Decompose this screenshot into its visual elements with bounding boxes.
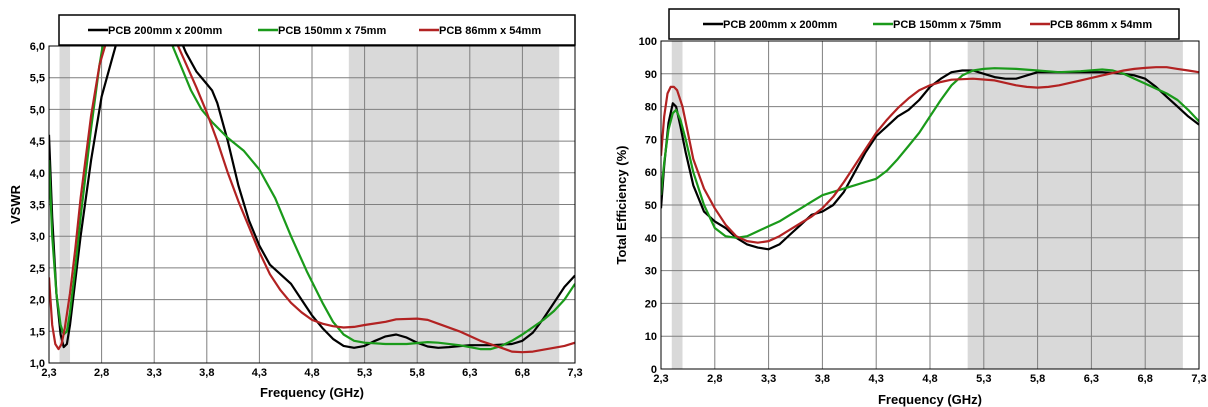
series-line-2 bbox=[49, 46, 575, 354]
efficiency-chart: 2,3 2,8 3,3 3,8 4,3 4,8 5,3 5,8 6,3 6,8 7,3 0 10 20 30… bbox=[614, 8, 1207, 407]
legend-entry-1: PCB 150mm x 75mm bbox=[278, 25, 386, 37]
legend-entry-2: PCB 86mm x 54mm bbox=[1050, 19, 1152, 31]
y-tick-label: 6,0 bbox=[30, 41, 45, 53]
y-tick-label: 60 bbox=[645, 167, 657, 179]
legend-box bbox=[58, 14, 576, 46]
x-tick-label: 6,8 bbox=[1138, 373, 1153, 385]
vswr-chart: 2,3 2,8 3,3 3,8 4,3 4,8 5,3 5,8 6,3 6,8 7,3 1,0 1,5 2… bbox=[8, 14, 583, 400]
y-tick-label: 80 bbox=[645, 102, 657, 114]
x-tick-label: 6,8 bbox=[515, 367, 530, 379]
y-tick-label: 2,5 bbox=[30, 263, 45, 275]
x-tick-label: 5,3 bbox=[976, 373, 991, 385]
x-tick-label: 2,3 bbox=[41, 367, 56, 379]
legend-box bbox=[668, 8, 1180, 40]
y-tick-label: 90 bbox=[645, 69, 657, 81]
x-tick-label: 6,3 bbox=[462, 367, 477, 379]
plot-border bbox=[48, 45, 576, 364]
x-tick-label: 4,8 bbox=[304, 367, 319, 379]
x-tick-label: 2,8 bbox=[94, 367, 109, 379]
y-tick-label: 10 bbox=[645, 331, 657, 343]
y-axis-label: Total Efficiency (%) bbox=[614, 146, 629, 265]
y-tick-label: 1,5 bbox=[30, 326, 45, 338]
y-tick-label: 3,0 bbox=[30, 231, 45, 243]
y-tick-label: 3,5 bbox=[30, 200, 45, 212]
series-line-1 bbox=[49, 46, 575, 351]
y-tick-label: 0 bbox=[651, 364, 657, 376]
legend-entry-1: PCB 150mm x 75mm bbox=[893, 19, 1001, 31]
x-tick-label: 6,3 bbox=[1084, 373, 1099, 385]
x-tick-label: 3,3 bbox=[147, 367, 162, 379]
x-tick-label: 7,3 bbox=[1191, 373, 1206, 385]
x-tick-label: 4,3 bbox=[252, 367, 267, 379]
y-tick-label: 20 bbox=[645, 298, 657, 310]
legend-entry-2: PCB 86mm x 54mm bbox=[439, 25, 541, 37]
series-line-1 bbox=[661, 67, 1199, 239]
y-tick-label: 4,0 bbox=[30, 168, 45, 180]
x-tick-label: 7,3 bbox=[567, 367, 582, 379]
x-tick-label: 3,8 bbox=[199, 367, 214, 379]
y-tick-label: 70 bbox=[645, 134, 657, 146]
x-tick-label: 2,8 bbox=[707, 373, 722, 385]
y-tick-label: 30 bbox=[645, 266, 657, 278]
x-tick-label: 5,3 bbox=[357, 367, 372, 379]
y-tick-label: 5,5 bbox=[30, 73, 45, 85]
x-tick-label: 3,3 bbox=[761, 373, 776, 385]
plot-border bbox=[660, 40, 1200, 370]
y-tick-label: 40 bbox=[645, 233, 657, 245]
x-tick-label: 3,8 bbox=[815, 373, 830, 385]
legend-entry-0: PCB 200mm x 200mm bbox=[108, 25, 223, 37]
y-tick-label: 50 bbox=[645, 200, 657, 212]
y-tick-label: 4,5 bbox=[30, 136, 45, 148]
y-tick-label: 100 bbox=[639, 36, 657, 48]
x-tick-label: 5,8 bbox=[1030, 373, 1045, 385]
x-tick-label: 5,8 bbox=[410, 367, 425, 379]
x-tick-label: 4,3 bbox=[869, 373, 884, 385]
y-tick-label: 2,0 bbox=[30, 295, 45, 307]
y-tick-label: 5,0 bbox=[30, 104, 45, 116]
series-line-2 bbox=[661, 66, 1199, 244]
legend-entry-0: PCB 200mm x 200mm bbox=[723, 19, 838, 31]
y-axis-label: VSWR bbox=[8, 184, 23, 224]
x-axis-label: Frequency (GHz) bbox=[260, 385, 364, 400]
x-axis-label: Frequency (GHz) bbox=[878, 392, 982, 407]
y-tick-label: 1,0 bbox=[30, 358, 45, 370]
x-tick-label: 2,3 bbox=[653, 373, 668, 385]
x-tick-label: 4,8 bbox=[922, 373, 937, 385]
